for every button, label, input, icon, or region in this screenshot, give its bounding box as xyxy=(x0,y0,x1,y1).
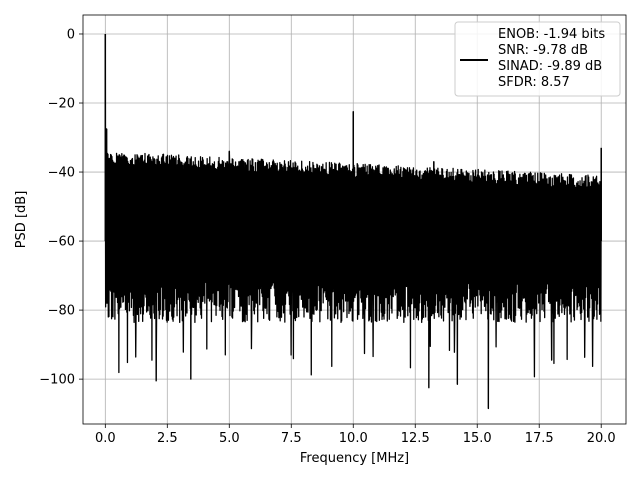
legend-enob: ENOB: -1.94 bits xyxy=(498,27,605,42)
y-tick-label: −60 xyxy=(48,235,75,250)
y-tick-label: 0 xyxy=(67,27,75,42)
legend-snr: SNR: -9.78 dB xyxy=(498,43,588,58)
x-tick-label: 15.0 xyxy=(463,431,492,446)
x-tick-label: 12.5 xyxy=(401,431,430,446)
x-tick-label: 20.0 xyxy=(587,431,616,446)
legend-sfdr: SFDR: 8.57 xyxy=(498,75,570,90)
psd-series-line xyxy=(104,33,602,410)
legend: ENOB: -1.94 bits SNR: -9.78 dB SINAD: -9… xyxy=(454,21,621,97)
axes-frame xyxy=(82,14,627,425)
x-tick-label: 17.5 xyxy=(525,431,554,446)
plot-area xyxy=(104,33,602,410)
y-axis-label: PSD [dB] xyxy=(14,191,29,249)
y-tick-label: −100 xyxy=(39,373,75,388)
x-tick-label: 0.0 xyxy=(95,431,116,446)
y-tick-label: −40 xyxy=(48,166,75,181)
axes-border xyxy=(82,14,627,425)
x-tick-label: 5.0 xyxy=(219,431,240,446)
y-tick-label: −20 xyxy=(48,97,75,112)
y-tick-label: −80 xyxy=(48,304,75,319)
ticks: 0.0 2.5 5.0 7.5 10.0 12.5 15.0 17.5 20.0 0 −20 −40 −… xyxy=(39,27,615,446)
x-tick-label: 7.5 xyxy=(281,431,302,446)
legend-sinad: SINAD: -9.89 dB xyxy=(498,59,602,74)
x-tick-label: 2.5 xyxy=(157,431,178,446)
x-axis-label: Frequency [MHz] xyxy=(300,451,409,466)
legend-box xyxy=(454,21,621,97)
x-tick-label: 10.0 xyxy=(339,431,368,446)
